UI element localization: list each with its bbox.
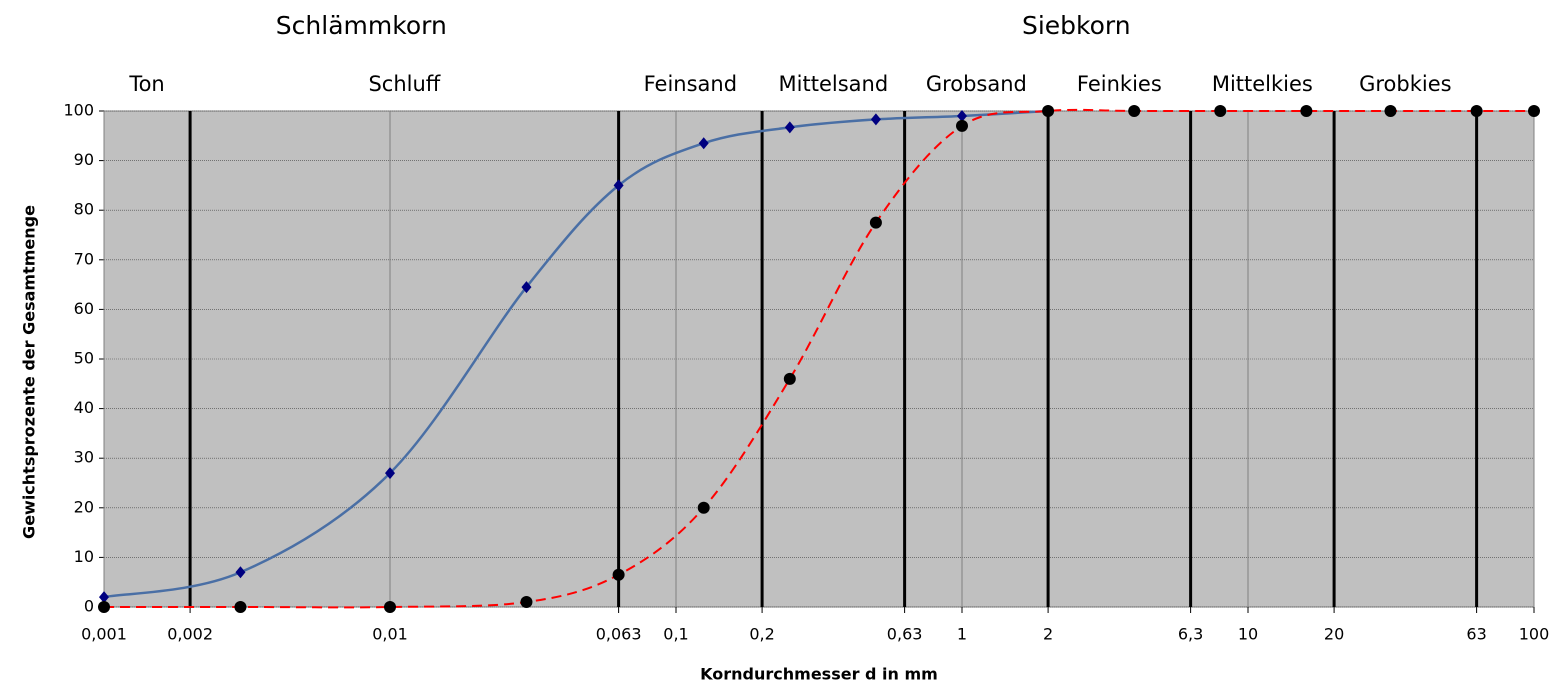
x-tick-label: 0,063 [596,625,642,644]
y-tick-label: 100 [63,101,94,120]
x-tick-label: 20 [1324,625,1344,644]
y-tick-label: 80 [74,200,94,219]
x-tick-label: 6,3 [1178,625,1203,644]
data-point [957,109,967,122]
zone-label: Mittelsand [779,72,889,96]
y-tick-label: 10 [74,547,94,566]
data-point [234,601,247,613]
zone-label: Ton [128,72,164,96]
data-point [1470,105,1483,117]
data-point [613,179,624,192]
x-tick-label: 0,002 [167,625,213,644]
y-tick-label: 90 [74,150,94,169]
x-tick-label: 0,01 [372,625,408,644]
data-point [1128,105,1141,117]
x-tick-label: 10 [1238,625,1258,644]
y-tick-label: 50 [74,349,94,368]
zone-label: Feinkies [1077,72,1162,96]
data-point [784,121,795,134]
data-point [870,113,881,126]
x-tick-label: 1 [957,625,967,644]
x-tick-label: 0,2 [749,625,774,644]
data-point [1300,105,1313,117]
zone-label: Feinsand [644,72,737,96]
y-tick-label: 40 [74,398,94,417]
data-point [612,568,625,581]
x-tick-label: 63 [1466,625,1486,644]
group-label: Schlämmkorn [276,11,447,40]
data-point [99,591,109,604]
zone-label: Grobsand [926,72,1027,96]
y-tick-label: 60 [74,299,94,318]
x-tick-label: 0,001 [81,625,127,644]
data-point [956,119,968,132]
y-tick-label: 20 [74,497,94,516]
data-point [384,601,396,613]
x-tick-label: 0,1 [663,625,688,644]
data-point [698,137,709,150]
x-axis-label: Korndurchmesser d in mm [700,665,938,684]
y-tick-label: 0 [84,597,94,616]
x-tick-label: 2 [1043,625,1053,644]
y-tick-label: 30 [74,448,94,467]
zone-label: Mittelkies [1212,72,1313,96]
data-point [1384,105,1397,117]
data-point [98,601,110,613]
data-point [520,596,533,609]
data-point [235,566,246,579]
data-point [1528,105,1540,117]
data-point [783,372,796,385]
data-point [869,216,882,229]
data-point [521,281,532,294]
zone-label: Grobkies [1359,72,1451,96]
data-point [385,467,395,480]
group-label: Siebkorn [1022,11,1131,40]
data-point [697,501,710,514]
x-tick-label: 100 [1519,625,1550,644]
x-tick-label: 0,63 [887,625,923,644]
data-point [1042,105,1055,117]
y-axis-label: Gewichtsprozente der Gesamtmenge [20,205,39,539]
data-point [1214,105,1227,117]
zone-label: Schluff [368,72,440,96]
y-tick-label: 70 [74,249,94,268]
